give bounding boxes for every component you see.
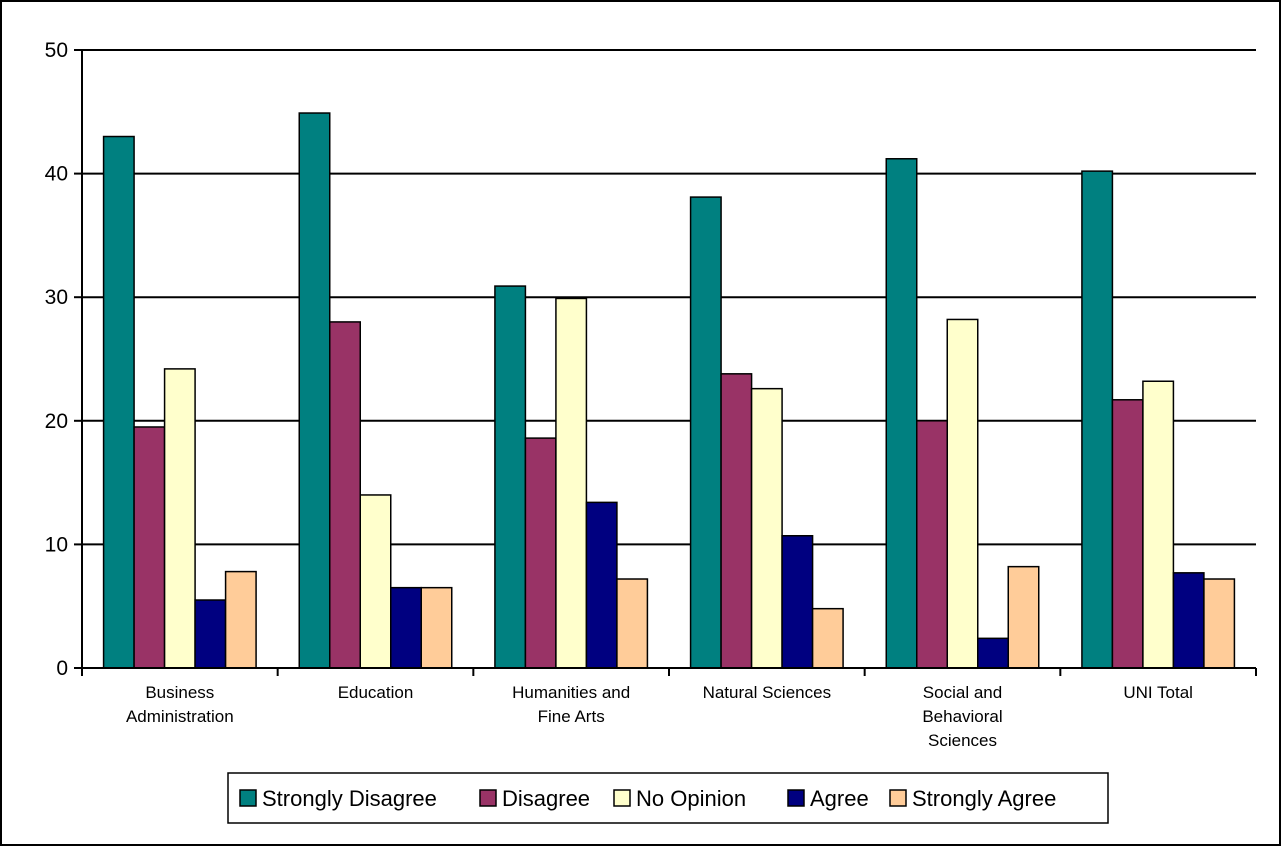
bar-disagree [1111,399,1144,669]
legend-swatch [479,789,497,807]
bar-no-opinion [359,494,392,669]
bar-no-opinion [1142,380,1175,669]
legend: Strongly Disagree Disagree No Opinion Agree… [227,772,1109,824]
bar-disagree [916,420,948,669]
axes [81,50,1257,676]
y-tick-label: 40 [45,163,68,186]
y-tick-label: 20 [45,410,68,433]
bar-disagree [329,321,361,669]
bar-strongly-agree [420,586,453,669]
bar-strongly-disagree [689,196,722,669]
gridlines [82,49,1256,546]
bar-agree [977,637,1009,669]
legend-box [227,772,1109,824]
bar-no-opinion [555,297,588,669]
y-tick-label: 30 [45,286,68,309]
x-category-label: Administration [126,707,234,726]
bar-strongly-disagree [494,285,527,669]
bar-agree [585,501,618,669]
x-axis-category-labels: Business Administration Education Humanitie… [126,683,1193,750]
bar-strongly-disagree [298,112,331,669]
bar-strongly-agree [224,570,257,669]
legend-entry-label: Strongly Disagree [262,786,437,811]
bar-no-opinion [946,318,979,669]
bar-strongly-agree [616,578,649,669]
bar-no-opinion [750,387,783,669]
bar-no-opinion [163,368,196,669]
x-category-label: Natural Sciences [703,683,832,702]
x-category-label: Humanities and [512,683,630,702]
y-axis-ticks: 0 10 20 30 40 50 [45,39,82,680]
x-category-label: UNI Total [1123,683,1193,702]
legend-entry-label: Agree [810,786,869,811]
x-category-label: Business [145,683,214,702]
bar-strongly-disagree [1081,170,1114,669]
bar-agree [1172,572,1205,669]
bar-strongly-agree [1007,565,1040,669]
x-category-label: Fine Arts [538,707,605,726]
y-tick-label: 0 [56,657,68,680]
y-tick-label: 10 [45,533,68,556]
bar-agree [781,534,814,669]
x-category-label: Behavioral [922,707,1002,726]
legend-entry-label: No Opinion [636,786,746,811]
bar-strongly-agree [1203,578,1236,669]
bar-strongly-disagree [102,135,135,669]
legend-entry-label: Disagree [502,786,590,811]
legend-swatch [613,789,631,807]
bar-disagree [524,437,557,669]
legend-entry-label: Strongly Agree [912,786,1056,811]
bar-strongly-disagree [885,158,918,669]
y-tick-label: 50 [45,39,68,62]
legend-swatch [239,789,257,807]
x-category-label: Education [338,683,414,702]
x-category-label: Sciences [928,731,997,750]
bar-disagree [133,426,166,669]
legend-swatch [787,789,805,807]
bars [102,112,1236,669]
legend-swatch [889,789,907,807]
x-category-label: Social and [923,683,1002,702]
bar-strongly-agree [811,607,844,669]
bar-agree [194,599,227,669]
bar-agree [390,586,422,669]
bar-disagree [720,373,753,669]
